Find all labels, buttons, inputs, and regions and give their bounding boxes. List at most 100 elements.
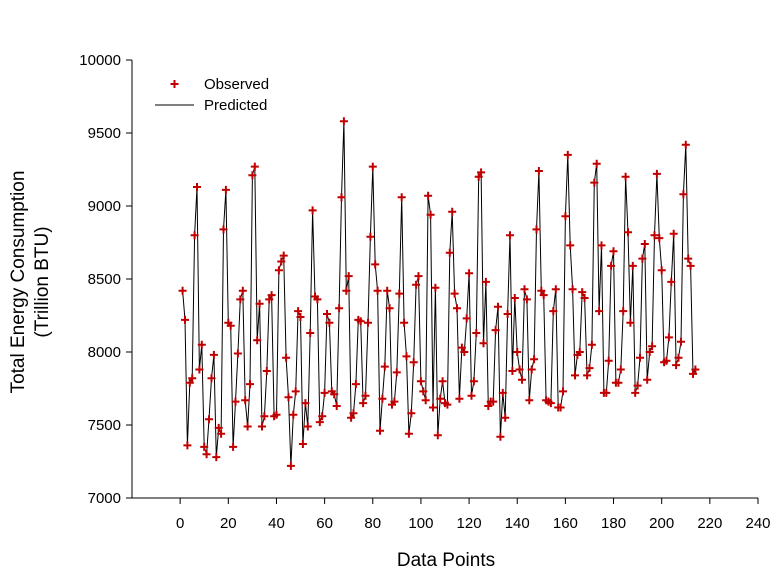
y-axis-title-line-1: Total Energy Consumption xyxy=(8,171,29,394)
data-point-observed xyxy=(494,302,502,311)
data-point-observed xyxy=(392,368,401,377)
data-point-observed xyxy=(219,225,228,234)
data-point-observed xyxy=(289,410,298,419)
data-point-observed xyxy=(467,391,476,400)
x-tick-label: 80 xyxy=(364,515,381,532)
data-point-observed xyxy=(460,348,469,356)
y-tick-label: 9000 xyxy=(88,198,121,215)
data-point-observed xyxy=(496,432,505,441)
data-point-observed xyxy=(525,396,534,405)
data-point-observed xyxy=(628,261,637,270)
data-point-observed xyxy=(652,169,661,178)
data-point-observed xyxy=(267,291,276,300)
data-point-observed xyxy=(592,159,601,168)
data-point-observed xyxy=(556,403,565,412)
data-point-observed xyxy=(481,277,490,286)
data-point-observed xyxy=(188,374,197,383)
data-point-observed xyxy=(395,289,404,298)
x-tick-label: 140 xyxy=(505,515,530,532)
data-point-observed xyxy=(515,365,524,374)
data-point-observed xyxy=(590,178,599,187)
axes xyxy=(131,60,758,499)
data-point-observed xyxy=(602,388,611,397)
data-point-observed xyxy=(578,288,587,297)
data-point-observed xyxy=(595,307,604,316)
data-point-observed xyxy=(513,348,522,356)
x-tick-label: 40 xyxy=(268,515,285,532)
data-point-observed xyxy=(453,304,461,313)
data-point-observed xyxy=(193,183,201,191)
data-point-observed xyxy=(633,381,642,390)
data-point-observed xyxy=(185,378,194,387)
data-point-observed xyxy=(474,172,483,181)
data-point-observed xyxy=(226,321,235,330)
data-point-observed xyxy=(657,266,666,275)
data-point-observed xyxy=(503,310,512,318)
data-point-observed xyxy=(265,295,274,304)
data-point-observed xyxy=(344,272,353,281)
data-point-observed xyxy=(200,442,209,451)
data-point-observed xyxy=(238,286,247,295)
data-point-observed xyxy=(366,232,375,241)
data-point-observed xyxy=(231,397,240,406)
series-line-predicted xyxy=(182,121,696,466)
data-point-observed xyxy=(286,461,295,470)
data-point-observed xyxy=(568,285,577,294)
data-point-observed xyxy=(457,343,466,352)
data-point-observed xyxy=(491,326,500,335)
data-point-observed xyxy=(361,391,370,400)
data-point-observed xyxy=(607,261,616,270)
data-point-observed xyxy=(689,369,697,378)
data-point-observed xyxy=(339,117,348,126)
legend-observed-marker xyxy=(170,80,179,88)
data-point-observed xyxy=(498,388,507,397)
data-point-observed xyxy=(253,336,262,345)
data-point-observed xyxy=(686,261,695,270)
data-point-observed xyxy=(674,353,683,362)
data-point-observed xyxy=(183,441,192,450)
data-point-observed xyxy=(643,375,652,384)
data-point-observed xyxy=(575,348,584,356)
data-point-observed xyxy=(414,272,423,281)
data-point-observed xyxy=(669,229,678,238)
data-point-observed xyxy=(291,387,300,396)
data-point-observed xyxy=(236,295,245,304)
data-point-observed xyxy=(349,409,358,418)
data-point-observed xyxy=(648,342,657,351)
data-point-observed xyxy=(424,191,433,200)
data-point-observed xyxy=(241,396,250,405)
data-point-observed xyxy=(214,423,223,432)
data-point-observed xyxy=(585,364,594,373)
data-point-observed xyxy=(510,294,519,302)
data-point-observed xyxy=(580,294,589,302)
data-point-observed xyxy=(534,167,543,175)
data-point-observed xyxy=(277,257,286,266)
y-tick-label: 7500 xyxy=(88,417,121,434)
data-point-observed xyxy=(190,231,199,240)
data-point-observed xyxy=(217,429,226,438)
data-point-observed xyxy=(421,396,430,405)
data-point-observed xyxy=(587,340,596,349)
y-tick-label: 8500 xyxy=(88,271,121,288)
data-point-observed xyxy=(272,410,281,419)
data-point-observed xyxy=(520,285,529,294)
data-point-observed xyxy=(583,371,592,380)
data-point-observed xyxy=(518,375,526,384)
data-point-observed xyxy=(207,374,216,383)
data-point-observed xyxy=(472,329,481,337)
data-point-observed xyxy=(337,193,346,202)
data-point-observed xyxy=(448,207,457,216)
x-tick-label: 120 xyxy=(457,515,482,532)
data-point-observed xyxy=(626,318,635,327)
data-point-observed xyxy=(450,289,459,298)
data-point-observed xyxy=(284,393,293,402)
data-point-observed xyxy=(390,397,399,406)
data-point-observed xyxy=(181,315,189,324)
data-point-observed xyxy=(561,212,570,221)
data-point-observed xyxy=(616,365,625,374)
data-point-observed xyxy=(650,231,659,240)
data-point-observed xyxy=(438,377,447,386)
data-point-observed xyxy=(195,365,204,374)
data-point-observed xyxy=(530,355,539,364)
